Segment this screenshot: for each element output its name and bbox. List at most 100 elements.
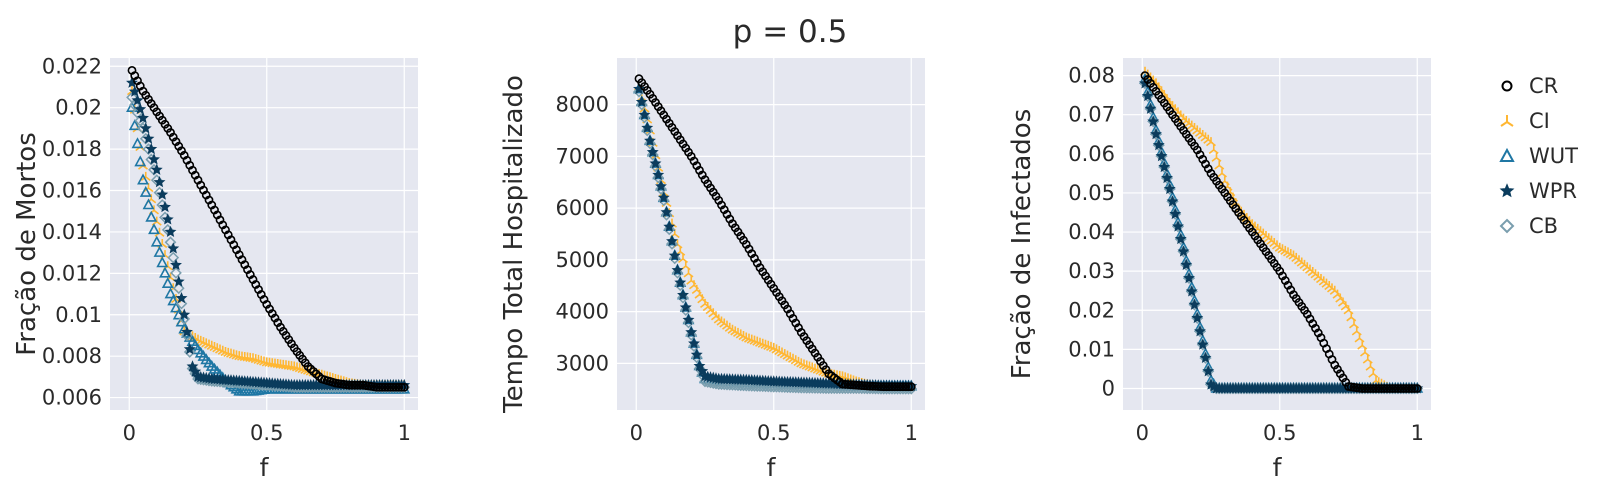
legend-item-cb: CB	[1495, 208, 1578, 243]
data-point-wpr	[1202, 365, 1215, 377]
data-point-wpr	[1172, 220, 1184, 232]
y-tick-label: 0.01	[1068, 337, 1115, 361]
data-point-wpr	[679, 301, 692, 313]
data-point-wut	[137, 173, 149, 185]
data-point-wpr	[175, 291, 188, 304]
data-point-cr	[1396, 384, 1406, 393]
data-point-cr	[1368, 384, 1378, 393]
data-point-cr	[1357, 384, 1367, 393]
data-point-ci	[1211, 152, 1222, 162]
y-tick-label: 0.022	[42, 54, 102, 78]
data-point-ci	[151, 216, 162, 226]
data-point-ci	[678, 253, 688, 263]
data-point-cb	[685, 329, 698, 341]
data-point-wut	[126, 101, 138, 112]
data-point-ci	[1214, 160, 1225, 170]
data-point-cr	[397, 382, 406, 392]
x-tick-label: 0	[123, 421, 136, 445]
data-point-cr	[1404, 384, 1414, 393]
data-point-wut	[139, 185, 152, 197]
data-point-cr	[876, 382, 886, 392]
data-point-cr	[347, 380, 357, 390]
data-point-wpr	[1163, 182, 1176, 195]
data-point-cr	[391, 382, 401, 392]
data-point-cr	[386, 382, 395, 392]
data-point-cb	[635, 98, 648, 111]
data-point-cr	[884, 382, 894, 392]
data-point-wut	[164, 287, 177, 299]
data-point-cb	[652, 171, 665, 184]
data-point-cr	[1390, 384, 1400, 393]
data-point-wpr	[671, 264, 684, 276]
data-point-wpr	[1147, 115, 1160, 127]
data-point-wpr	[655, 180, 667, 192]
data-point-wpr	[663, 220, 676, 232]
y-tick-label: 0.04	[1068, 220, 1115, 244]
data-point-cr	[1388, 384, 1397, 393]
x-tick-label: 0.5	[250, 421, 283, 445]
data-point-ci	[1208, 144, 1219, 155]
data-point-cr	[353, 380, 362, 390]
data-point-wut	[153, 245, 166, 257]
data-point-wut	[148, 223, 160, 235]
legend-label-ci: CI	[1529, 108, 1550, 133]
data-point-wpr	[131, 94, 144, 106]
data-point-cb	[657, 194, 670, 207]
data-point-wpr	[156, 188, 169, 200]
data-point-wpr	[1183, 271, 1195, 284]
data-point-cr	[1401, 384, 1411, 393]
data-point-wpr	[633, 82, 645, 95]
data-point-ci	[1354, 333, 1365, 343]
x-axis-label: f	[260, 453, 270, 482]
data-point-cb	[646, 148, 659, 161]
data-point-ci	[1349, 319, 1359, 329]
x-tick-label: 1	[905, 421, 918, 445]
y-tick-label: 0.05	[1068, 181, 1115, 205]
data-point-cr	[1412, 384, 1422, 393]
plot-background	[1123, 58, 1431, 410]
data-point-cr	[1366, 384, 1375, 393]
data-point-wpr	[1177, 245, 1190, 257]
y-tick-label: 0.014	[42, 220, 102, 244]
data-point-cr	[380, 382, 390, 392]
data-point-wpr	[164, 225, 177, 237]
y-tick-label: 0.008	[42, 344, 102, 368]
figure-title: p = 0.5	[733, 14, 848, 50]
data-point-wpr	[685, 326, 698, 338]
data-point-wpr	[1188, 298, 1201, 310]
y-tick-label: 5000	[556, 248, 609, 272]
data-point-cb	[181, 329, 193, 342]
data-point-wpr	[668, 249, 681, 261]
series-cr	[634, 74, 916, 392]
data-point-wpr	[167, 242, 180, 254]
data-point-cr	[1374, 384, 1384, 393]
x-tick-label: 0	[1136, 421, 1149, 445]
data-point-cr	[372, 382, 382, 392]
data-point-wpr	[660, 206, 673, 218]
data-point-cr	[1407, 384, 1417, 393]
data-point-wpr	[690, 348, 703, 360]
diamond-open-icon	[1499, 218, 1515, 233]
data-point-wpr	[657, 191, 670, 203]
data-point-wpr	[1161, 171, 1173, 184]
legend: CR CI WUT WPR CB	[1495, 68, 1578, 243]
data-point-cb	[663, 223, 676, 236]
data-point-cr	[906, 382, 916, 392]
data-point-wpr	[1196, 338, 1209, 350]
data-point-cr	[879, 382, 889, 392]
data-point-wpr	[139, 122, 152, 134]
y-tick-label: 0	[1102, 376, 1115, 400]
y-tick-label: 3000	[556, 351, 609, 375]
data-point-cb	[641, 124, 654, 137]
data-point-cb	[660, 208, 673, 221]
data-point-wpr	[1185, 285, 1198, 297]
data-point-cr	[399, 382, 409, 392]
data-point-cr	[1360, 384, 1370, 393]
data-point-cr	[1382, 384, 1392, 393]
data-point-cr	[890, 382, 900, 392]
data-point-cb	[183, 346, 196, 358]
data-point-wut	[145, 210, 158, 222]
data-point-cb	[677, 291, 689, 304]
data-point-wpr	[638, 108, 651, 120]
